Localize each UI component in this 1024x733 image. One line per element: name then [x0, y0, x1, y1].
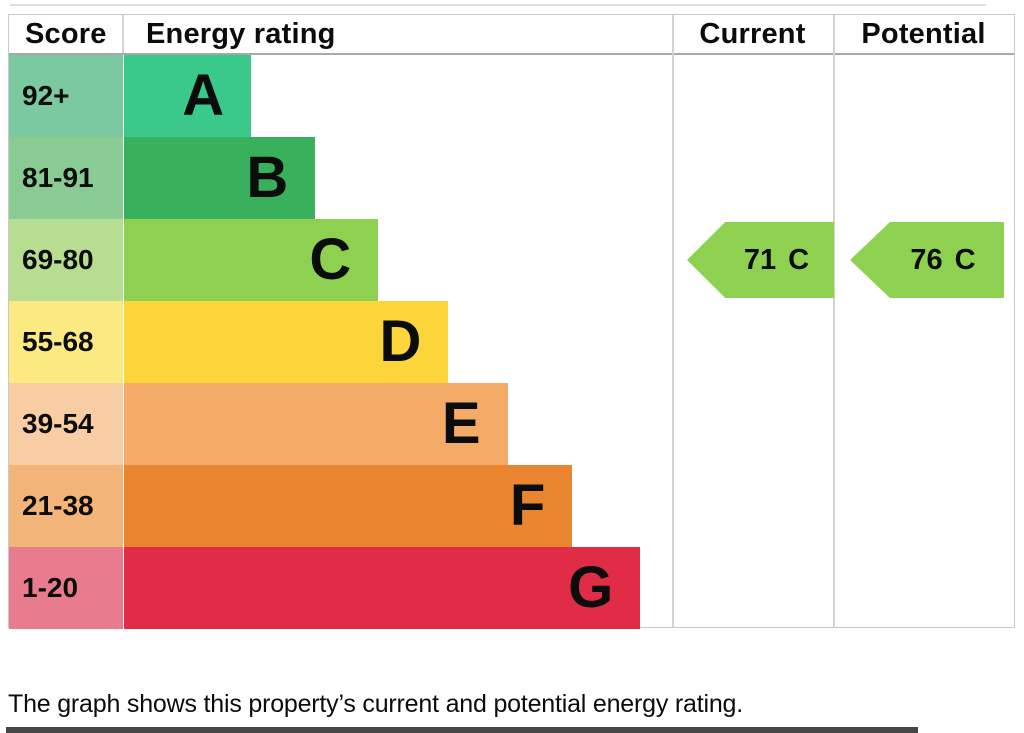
- potential-rating-letter: C: [954, 243, 976, 276]
- band-score-range: 21-38: [9, 465, 124, 547]
- band-letter: G: [568, 555, 614, 620]
- band-bar: E: [124, 383, 508, 465]
- rating-band-row: 1-20 G: [9, 547, 1014, 629]
- top-divider: [10, 4, 986, 6]
- band-bar: C: [124, 219, 379, 301]
- band-bar: G: [124, 547, 641, 629]
- chart-header-row: Score Energy rating Current Potential: [9, 15, 1014, 55]
- header-energy-rating: Energy rating: [146, 17, 336, 50]
- rating-band-row: 39-54 E: [9, 383, 1014, 465]
- band-letter: D: [379, 309, 422, 374]
- band-letter: E: [441, 391, 481, 456]
- current-rating-value: 71: [743, 243, 777, 276]
- potential-column-divider: [833, 15, 835, 627]
- band-score-range: 1-20: [9, 547, 124, 629]
- band-bar: A: [124, 55, 252, 137]
- current-column-divider: [672, 15, 674, 627]
- band-bar: F: [124, 465, 573, 547]
- band-score-range: 92+: [9, 55, 124, 137]
- band-letter: B: [246, 145, 289, 210]
- rating-band-row: 55-68 D: [9, 301, 1014, 383]
- band-score-range: 81-91: [9, 137, 124, 219]
- band-score-range: 39-54: [9, 383, 124, 465]
- header-current: Current: [699, 17, 806, 50]
- epc-rating-chart: Score Energy rating Current Potential 92…: [8, 14, 1015, 629]
- band-score-range: 69-80: [9, 219, 124, 301]
- rating-band-row: 69-80 C: [9, 219, 1014, 301]
- rating-band-row: 92+ A: [9, 55, 1014, 137]
- band-bar: B: [124, 137, 316, 219]
- bottom-divider: [6, 727, 918, 733]
- header-score: Score: [9, 15, 124, 53]
- band-letter: A: [182, 63, 225, 128]
- header-potential: Potential: [861, 17, 986, 50]
- band-letter: C: [309, 227, 352, 292]
- band-bar: D: [124, 301, 449, 383]
- band-letter: F: [509, 473, 546, 538]
- potential-rating-value: 76: [910, 243, 943, 276]
- rating-band-row: 21-38 F: [9, 465, 1014, 547]
- band-score-range: 55-68: [9, 301, 124, 383]
- chart-caption: The graph shows this property’s current …: [8, 690, 743, 718]
- rating-bands: 92+ A 81-91 B 69-80 C 55-68 D 39-54 E 21…: [9, 55, 1014, 629]
- current-rating-letter: C: [788, 243, 810, 276]
- rating-band-row: 81-91 B: [9, 137, 1014, 219]
